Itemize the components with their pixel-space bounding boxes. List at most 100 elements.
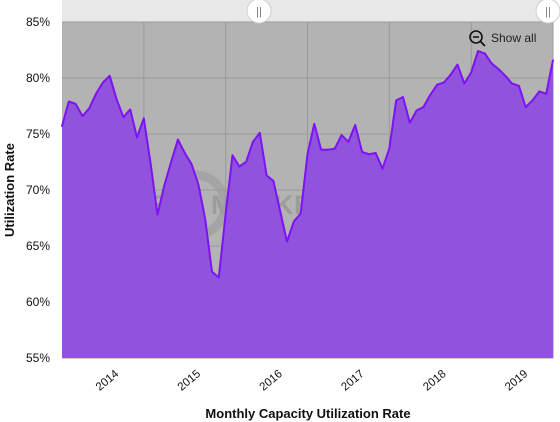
data-point[interactable] [429,94,432,96]
x-tick-label: 2018 [421,368,448,394]
data-point[interactable] [102,81,104,84]
data-point[interactable] [265,174,268,177]
data-point[interactable] [511,82,513,85]
data-point[interactable] [524,106,527,108]
data-point[interactable] [504,75,507,77]
data-point[interactable] [415,109,418,112]
range-handle-right[interactable]: || [535,0,560,24]
data-point[interactable] [449,73,452,76]
data-point[interactable] [456,63,459,66]
data-point[interactable] [422,106,425,108]
data-point[interactable] [231,154,234,157]
x-tick-label: 2015 [176,368,203,394]
y-tick-label: 85% [26,15,50,29]
data-point[interactable] [238,165,241,168]
data-point[interactable] [497,68,500,70]
data-point[interactable] [320,148,322,151]
range-handle-right-grip: || [545,6,551,18]
data-point[interactable] [272,180,275,182]
data-point[interactable] [354,124,357,126]
x-tick-label: 2014 [94,368,122,394]
range-handle-left-knob [246,0,272,24]
data-point[interactable] [306,153,309,155]
data-point[interactable] [395,99,398,102]
data-point[interactable] [163,184,166,187]
range-handle-left[interactable]: || [246,0,272,24]
data-point[interactable] [545,92,547,95]
data-point[interactable] [129,108,131,111]
data-point[interactable] [538,90,541,93]
y-axis-title: Utilization Rate [2,143,17,237]
data-point[interactable] [347,141,350,143]
data-point[interactable] [170,161,172,163]
y-tick-label: 65% [26,239,50,253]
data-point[interactable] [388,147,391,150]
data-point[interactable] [245,161,247,163]
data-point[interactable] [204,218,206,220]
data-point[interactable] [436,83,438,86]
data-point[interactable] [259,132,261,134]
data-point[interactable] [218,276,220,279]
data-point[interactable] [81,115,84,117]
data-point[interactable] [184,152,186,154]
data-point[interactable] [177,138,179,141]
data-point[interactable] [477,50,479,52]
data-point[interactable] [409,122,411,124]
data-point[interactable] [463,82,466,85]
data-point[interactable] [299,212,302,215]
show-all-label: Show all [491,31,536,45]
data-point[interactable] [327,148,329,151]
data-point[interactable] [108,75,111,77]
data-point[interactable] [293,220,295,223]
y-tick-label: 75% [26,127,50,141]
y-tick-label: 55% [26,351,50,365]
y-axis-ticks: 85% 80% 75% 70% 65% 60% 55% [26,15,50,365]
range-handle-left-grip: || [256,6,262,18]
data-point[interactable] [402,96,404,98]
data-point[interactable] [190,163,193,165]
data-point[interactable] [95,92,97,95]
data-point[interactable] [552,59,554,61]
range-selector-bar[interactable] [62,0,553,22]
series-layer [61,50,554,358]
data-point[interactable] [61,125,63,127]
x-axis-title: Monthly Capacity Utilization Rate [205,406,410,421]
show-all-button[interactable]: Show all [469,30,536,47]
data-point[interactable] [143,117,145,120]
x-tick-label: 2019 [503,368,530,394]
data-point[interactable] [197,183,200,186]
data-point[interactable] [156,213,159,216]
y-tick-label: 80% [26,71,50,85]
series-area [62,51,553,358]
data-point[interactable] [518,85,520,87]
data-point[interactable] [484,52,486,55]
data-point[interactable] [149,163,152,165]
data-point[interactable] [115,98,118,101]
zoom-out-icon [469,30,483,44]
data-point[interactable] [334,147,336,150]
data-point[interactable] [361,151,363,153]
data-point[interactable] [68,100,70,103]
data-point[interactable] [211,271,213,273]
data-point[interactable] [490,62,493,65]
data-point[interactable] [531,99,534,102]
data-point[interactable] [252,141,254,143]
data-point[interactable] [74,103,77,105]
data-point[interactable] [381,167,384,170]
data-point[interactable] [470,71,473,74]
zoom-out-icon-handle [479,40,486,47]
data-point[interactable] [136,136,138,139]
data-point[interactable] [368,153,370,155]
data-point[interactable] [279,210,282,213]
y-tick-label: 70% [26,183,50,197]
x-tick-label: 2017 [339,368,366,394]
data-point[interactable] [88,107,91,109]
data-point[interactable] [286,240,288,243]
data-point[interactable] [313,123,316,125]
data-point[interactable] [340,134,343,136]
data-point[interactable] [374,152,377,154]
data-point[interactable] [224,212,227,215]
data-point[interactable] [443,81,445,84]
data-point[interactable] [122,116,125,118]
